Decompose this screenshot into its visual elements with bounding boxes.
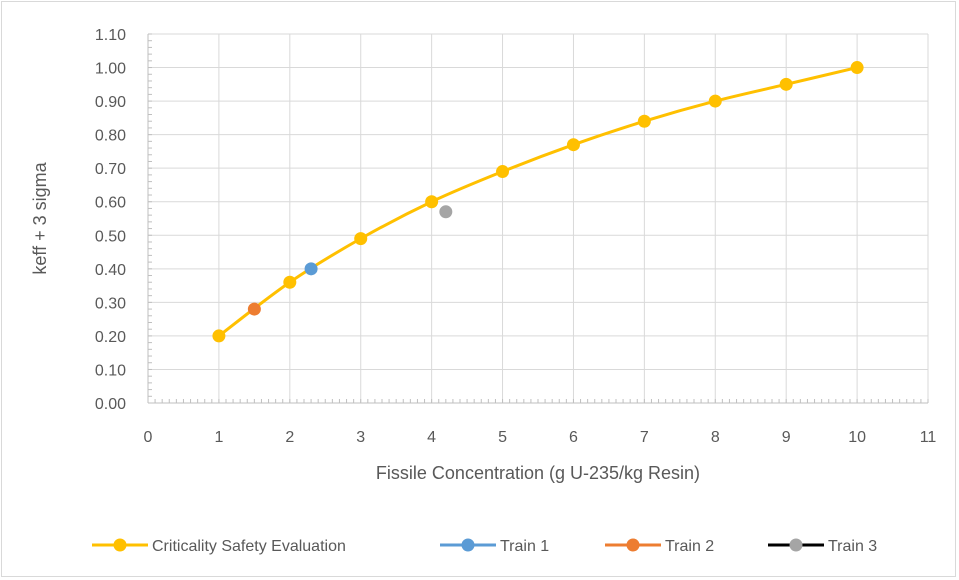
x-axis-title: Fissile Concentration (g U-235/kg Resin) [376,463,700,483]
x-tick-label: 6 [569,429,578,446]
data-point [425,195,439,209]
x-tick-label: 10 [848,429,866,446]
legend: Criticality Safety Evaluation Train 1 Trai… [92,538,877,555]
y-tick-label: 0.60 [95,195,126,212]
x-tick-label: 5 [498,429,507,446]
legend-marker [626,538,640,552]
data-point [212,329,226,343]
y-tick-labels: 0.00 0.10 0.20 0.30 0.40 0.50 0.60 0.70 0.80 0.90… [95,27,126,413]
legend-marker [461,538,475,552]
grid-lines [148,33,929,403]
series-1 [212,61,864,343]
data-point [566,138,580,152]
data-point [708,94,722,108]
legend-marker [113,538,127,552]
series-3 [247,302,261,316]
x-tick-labels: 0 1 2 3 4 5 6 7 8 9 10 11 [144,429,937,446]
series-line [218,66,858,338]
y-tick-label: 0.80 [95,128,126,145]
data-point [850,61,864,75]
x-tick-label: 4 [427,429,436,446]
legend-label: Train 2 [665,538,714,555]
y-tick-label: 0.70 [95,161,126,178]
x-tick-label: 0 [144,429,153,446]
legend-label: Train 1 [500,538,549,555]
axes [147,33,929,404]
y-tick-label: 0.10 [95,362,126,379]
x-tick-label: 2 [285,429,294,446]
y-tick-label: 1.10 [95,27,126,44]
legend-item-3: Train 2 [605,538,714,555]
legend-label: Train 3 [828,538,877,555]
y-tick-label: 0.40 [95,262,126,279]
x-tick-label: 8 [711,429,720,446]
x-tick-label: 3 [356,429,365,446]
x-tick-label: 11 [920,429,937,446]
y-tick-label: 0.90 [95,94,126,111]
x-tick-label: 9 [782,429,791,446]
data-point [247,302,261,316]
data-point [283,275,297,289]
y-tick-label: 0.30 [95,295,126,312]
data-point [637,114,651,128]
series-2 [304,262,318,276]
x-tick-label: 7 [640,429,649,446]
y-tick-label: 0.00 [95,396,126,413]
legend-item-4: Train 3 [768,538,877,555]
data-point [354,232,368,246]
y-tick-label: 0.20 [95,329,126,346]
y-tick-label: 1.00 [95,61,126,78]
y-axis-title: keff + 3 sigma [30,161,50,274]
data-point [496,165,510,179]
series-layer [212,61,864,343]
legend-item-1: Criticality Safety Evaluation [92,538,346,555]
series-4 [439,205,453,219]
x-tick-label: 1 [214,429,223,446]
legend-item-2: Train 1 [440,538,549,555]
y-tick-label: 0.50 [95,228,126,245]
data-point [779,77,793,91]
legend-marker [789,538,803,552]
legend-label: Criticality Safety Evaluation [152,538,346,555]
data-point [439,205,453,219]
data-point [304,262,318,276]
